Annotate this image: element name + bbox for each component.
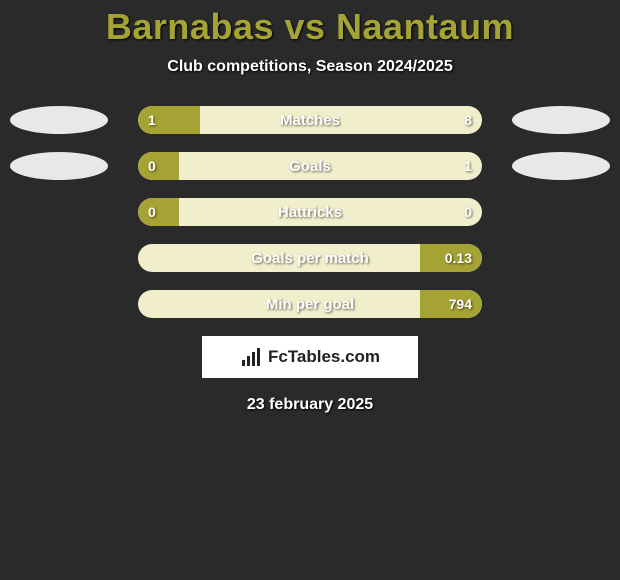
stat-bar: Goals per match0.13 [138, 244, 482, 272]
comparison-chart: Matches18Goals01Hattricks00Goals per mat… [0, 106, 620, 318]
stat-bar: Min per goal794 [138, 290, 482, 318]
stat-value-right: 0 [464, 198, 472, 226]
subtitle: Club competitions, Season 2024/2025 [0, 58, 620, 76]
brand-text: FcTables.com [268, 347, 380, 367]
stat-row: Goals per match0.13 [0, 244, 620, 272]
date-label: 23 february 2025 [0, 396, 620, 414]
stat-label: Goals [138, 152, 482, 180]
page-title: Barnabas vs Naantaum [0, 6, 620, 48]
stat-label: Goals per match [138, 244, 482, 272]
stat-row: Goals0 1 [0, 152, 620, 180]
stat-label: Hattricks [138, 198, 482, 226]
stat-value-left: 0 [148, 198, 156, 226]
stat-value-left: 0 [148, 152, 156, 180]
stat-bar: Goals0 1 [138, 152, 482, 180]
stat-value-left: 1 [148, 106, 156, 134]
stat-row: Matches1 8 [0, 106, 620, 134]
brand-box[interactable]: FcTables.com [202, 336, 418, 378]
team-a-oval [10, 106, 108, 134]
stat-label: Matches [138, 106, 482, 134]
stat-value-right: 794 [449, 290, 472, 318]
stat-value-right: 0.13 [445, 244, 472, 272]
stat-row: Hattricks0 0 [0, 198, 620, 226]
team-a-oval [10, 152, 108, 180]
bar-chart-icon [240, 346, 262, 368]
team-b-oval [512, 152, 610, 180]
stat-bar: Matches1 8 [138, 106, 482, 134]
team-b-oval [512, 106, 610, 134]
stat-row: Min per goal794 [0, 290, 620, 318]
stat-bar: Hattricks0 0 [138, 198, 482, 226]
stat-value-right: 8 [464, 106, 472, 134]
stat-label: Min per goal [138, 290, 482, 318]
stat-value-right: 1 [464, 152, 472, 180]
